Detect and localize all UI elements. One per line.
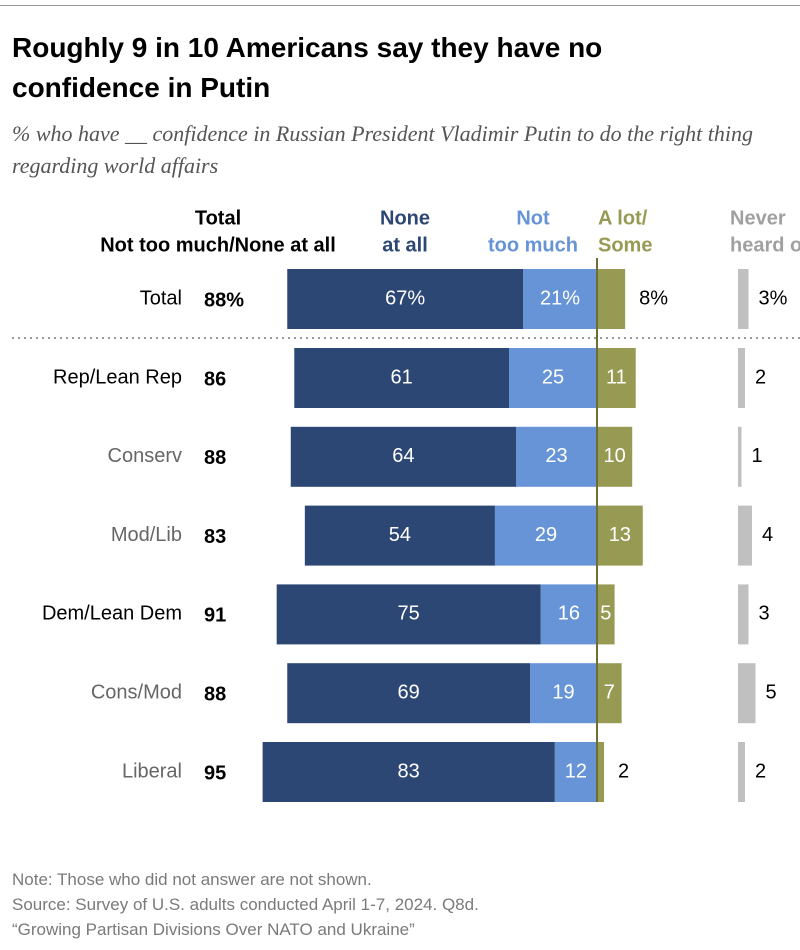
column-header: at all [382,234,428,256]
value-label: 61 [391,366,413,388]
top-rule [0,5,800,6]
bar-segment [597,426,633,487]
value-label: 23 [545,445,567,467]
column-header: A lot/ [598,207,648,229]
bar-segment [287,663,531,724]
bar-segment [276,584,541,645]
value-label: 2 [755,760,766,782]
total-label: 91 [204,605,226,627]
total-label: 88 [204,683,226,705]
note: Source: Survey of U.S. adults conducted … [12,895,479,914]
bar-segment [509,348,597,408]
value-label: 2 [755,366,766,388]
bar-segment [540,584,597,645]
bar-segment [523,269,597,329]
total-label: 86 [204,368,226,390]
column-header: too much [488,234,578,256]
value-label: 2 [618,760,629,782]
value-label: 83 [398,760,420,782]
total-label: 95 [204,762,226,784]
category-label: Total [140,287,182,309]
bar-segment [597,663,622,724]
value-label: 13 [609,524,631,546]
bar-segment [738,426,742,487]
category-label: Cons/Mod [91,681,182,703]
bar-segment [494,505,597,566]
value-label: 5 [766,681,777,703]
column-header: Not too much/None at all [100,234,336,256]
value-label: 1 [752,445,763,467]
bar-segment [530,663,597,724]
column-header: Some [598,234,652,256]
bar-segment [597,505,643,566]
value-label: 69 [398,681,420,703]
note: Note: Those who did not answer are not s… [12,870,372,889]
column-header: None [380,207,430,229]
category-label: Liberal [122,760,182,782]
bar-segment [738,663,756,724]
value-label: 3% [759,287,788,309]
category-label: Conserv [108,445,182,467]
value-label: 29 [535,524,557,546]
bar-segment [738,269,749,329]
value-label: 12 [565,760,587,782]
bar-segment [738,742,745,802]
bar-segment [597,742,605,802]
value-label: 21% [540,287,580,309]
chart-title: Roughly 9 in 10 Americans say they have … [12,32,603,103]
bar-segment [516,426,597,487]
column-header: Never [730,207,786,229]
value-label: 67% [385,287,425,309]
value-label: 54 [389,524,411,546]
value-label: 64 [392,445,414,467]
value-label: 75 [398,603,420,625]
value-label: 10 [603,445,625,467]
bar-segment [738,505,752,566]
column-header: Total [195,207,241,229]
value-label: 16 [558,603,580,625]
value-label: 25 [542,366,564,388]
column-header: heard of [730,234,800,256]
chart-subtitle: % who have __ confidence in Russian Pres… [12,121,753,178]
value-label: 5 [600,603,611,625]
bar-segment [738,348,745,408]
bar-segment [294,348,509,408]
total-label: 83 [204,526,226,548]
value-label: 8% [639,287,668,309]
bar-segment [597,348,636,408]
bar-segment [554,742,597,802]
total-label: 88% [204,289,244,311]
bar-segment [290,426,517,487]
bar-segment [738,584,749,645]
bar-segment [597,584,615,645]
bar-segment [287,269,524,329]
column-header: Not [516,207,550,229]
value-label: 3 [759,603,770,625]
value-label: 19 [552,681,574,703]
category-label: Dem/Lean Dem [42,603,182,625]
bar-segment [262,742,555,802]
value-label: 11 [606,366,627,388]
bar-segment [304,505,495,566]
category-label: Mod/Lib [111,524,182,546]
total-label: 88 [204,447,226,469]
value-label: 4 [762,524,773,546]
value-label: 7 [604,681,615,703]
bar-segment [597,269,626,329]
note: “Growing Partisan Divisions Over NATO an… [12,920,415,939]
category-label: Rep/Lean Rep [53,366,182,388]
